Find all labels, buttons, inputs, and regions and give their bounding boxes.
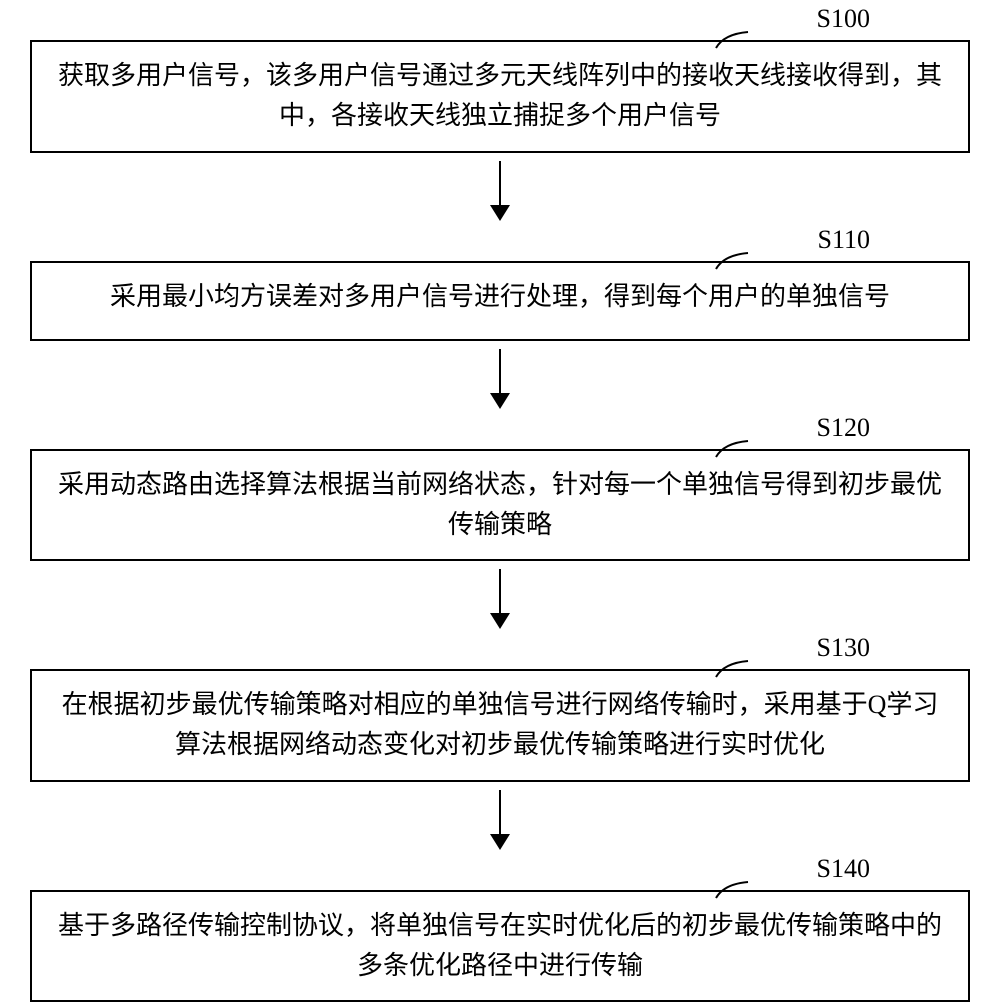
step-s120: S120 采用动态路由选择算法根据当前网络状态，针对每一个单独信号得到初步最优传… bbox=[30, 449, 970, 562]
arrow-icon bbox=[490, 790, 510, 850]
step-label: S140 bbox=[817, 856, 870, 882]
step-box: 在根据初步最优传输策略对相应的单独信号进行网络传输时，采用基于Q学习算法根据网络… bbox=[30, 669, 970, 782]
step-label: S120 bbox=[817, 415, 870, 441]
step-s110: S110 采用最小均方误差对多用户信号进行处理，得到每个用户的单独信号 bbox=[30, 261, 970, 341]
step-box: 基于多路径传输控制协议，将单独信号在实时优化后的初步最优传输策略中的多条优化路径… bbox=[30, 890, 970, 1002]
label-tick-icon bbox=[714, 880, 750, 900]
flowchart-container: S100 获取多用户信号，该多用户信号通过多元天线阵列中的接收天线接收得到，其中… bbox=[0, 40, 1000, 1002]
arrow-icon bbox=[490, 569, 510, 629]
arrow-icon bbox=[490, 161, 510, 221]
step-s100: S100 获取多用户信号，该多用户信号通过多元天线阵列中的接收天线接收得到，其中… bbox=[30, 40, 970, 153]
label-tick-icon bbox=[714, 30, 750, 50]
step-box: 采用最小均方误差对多用户信号进行处理，得到每个用户的单独信号 bbox=[30, 261, 970, 341]
step-s130: S130 在根据初步最优传输策略对相应的单独信号进行网络传输时，采用基于Q学习算… bbox=[30, 669, 970, 782]
step-box: 采用动态路由选择算法根据当前网络状态，针对每一个单独信号得到初步最优传输策略 bbox=[30, 449, 970, 562]
step-label: S100 bbox=[817, 6, 870, 32]
step-box: 获取多用户信号，该多用户信号通过多元天线阵列中的接收天线接收得到，其中，各接收天… bbox=[30, 40, 970, 153]
arrow-icon bbox=[490, 349, 510, 409]
label-tick-icon bbox=[714, 251, 750, 271]
step-s140: S140 基于多路径传输控制协议，将单独信号在实时优化后的初步最优传输策略中的多… bbox=[30, 890, 970, 1002]
step-label: S130 bbox=[817, 635, 870, 661]
label-tick-icon bbox=[714, 439, 750, 459]
step-label: S110 bbox=[818, 227, 871, 253]
label-tick-icon bbox=[714, 659, 750, 679]
